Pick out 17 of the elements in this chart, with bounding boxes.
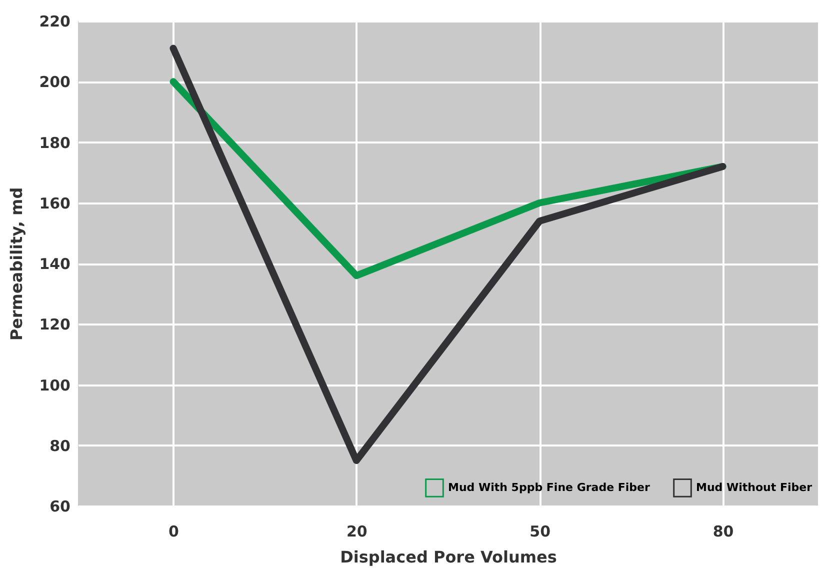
y-tick-label: 220 (39, 12, 70, 30)
x-tick-label: 50 (530, 522, 551, 540)
y-tick-label: 200 (39, 73, 70, 92)
x-tick-label: 0 (168, 522, 179, 540)
x-axis-title: Displaced Pore Volumes (340, 548, 557, 566)
legend-label: Mud Without Fiber (696, 480, 813, 494)
x-tick-label: 80 (712, 522, 734, 540)
x-tick-label: 20 (346, 522, 368, 540)
y-tick-label: 100 (39, 376, 70, 394)
y-tick-label: 180 (39, 134, 70, 152)
y-tick-label: 160 (39, 194, 70, 212)
y-tick-label: 140 (39, 255, 70, 273)
y-tick-label: 120 (39, 316, 70, 334)
y-axis-title: Permeability, md (7, 187, 26, 341)
legend-label: Mud With 5ppb Fine Grade Fiber (448, 480, 650, 494)
y-tick-label: 60 (50, 498, 70, 516)
y-tick-label: 80 (50, 436, 70, 455)
